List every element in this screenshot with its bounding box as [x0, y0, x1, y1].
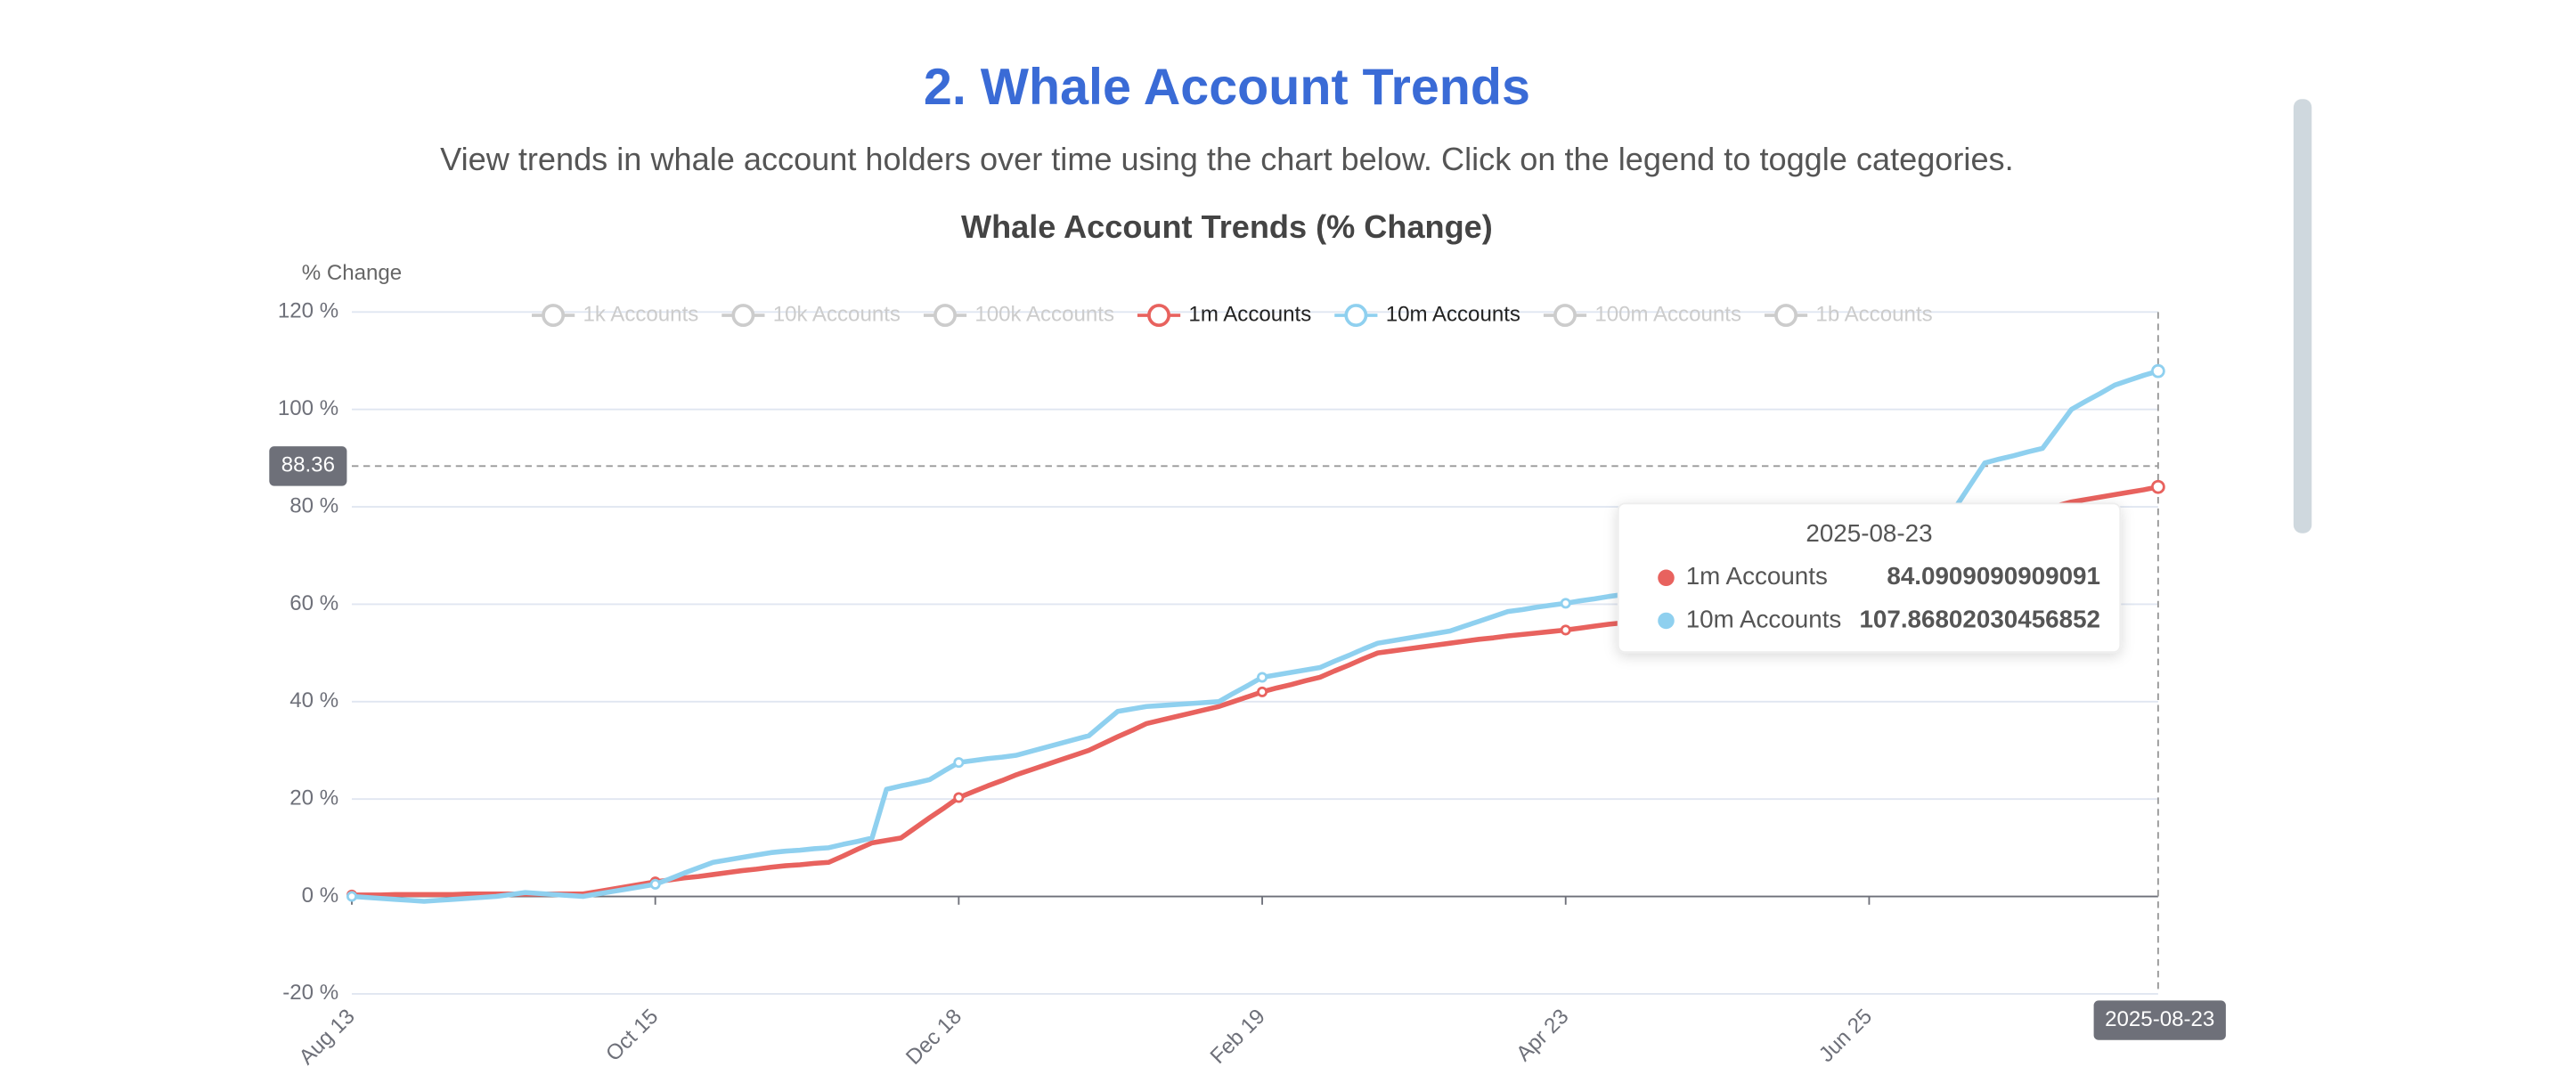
x-tick-label: Apr 23	[1512, 1005, 1573, 1066]
x-tick-label: Aug 13	[295, 1005, 360, 1070]
x-pointer-label-box	[2093, 1000, 2226, 1040]
legend-item[interactable]: 100m Accounts	[1543, 302, 1741, 328]
y-tick-label: 40 %	[289, 688, 338, 712]
point	[2151, 363, 2165, 379]
legend-item[interactable]: 100k Accounts	[923, 302, 1114, 328]
legend-item[interactable]: 10k Accounts	[721, 302, 901, 328]
y-tick-label: 100 %	[278, 396, 338, 420]
legend-label: 100m Accounts	[1594, 302, 1741, 326]
legend-item[interactable]: 1k Accounts	[532, 302, 698, 328]
tooltip-series: 10m Accounts	[1686, 605, 1842, 632]
x-tick-label: Oct 15	[601, 1005, 663, 1066]
tooltip-value: 84.0909090909091	[1887, 562, 2100, 590]
point	[346, 891, 357, 902]
x-tick-label: Dec 18	[901, 1005, 966, 1070]
tooltip-dot	[1658, 569, 1675, 587]
legend-label: 10k Accounts	[773, 302, 901, 326]
point	[649, 878, 661, 890]
point	[1560, 598, 1571, 609]
legend-label: 1m Accounts	[1188, 302, 1311, 326]
point	[953, 792, 965, 803]
y-tick-label: -20 %	[282, 981, 338, 1005]
y-pointer-label: 88.36	[281, 453, 335, 477]
y-tick-label: 20 %	[289, 786, 338, 810]
y-pointer-label-box	[269, 446, 347, 486]
legend-marker	[731, 304, 755, 328]
legend-marker	[1344, 304, 1368, 328]
y-tick-label: 120 %	[278, 299, 338, 323]
y-axis-title: % Change	[302, 261, 402, 285]
legend-marker	[1774, 304, 1798, 328]
x-tick-label: Feb 19	[1206, 1005, 1270, 1069]
tooltip-dot	[1658, 612, 1675, 630]
legend-label: 10m Accounts	[1386, 302, 1520, 326]
y-tick-label: 0 %	[302, 884, 338, 908]
point	[1257, 686, 1268, 697]
legend-item[interactable]: 10m Accounts	[1334, 302, 1520, 328]
legend-marker	[933, 304, 958, 328]
page-title: 2. Whale Account Trends	[924, 59, 1530, 116]
scrollbar[interactable]	[2293, 99, 2312, 533]
legend-item[interactable]: 1m Accounts	[1137, 302, 1311, 328]
y-tick-label: 80 %	[289, 493, 338, 517]
legend-label: 1b Accounts	[1815, 302, 1932, 326]
tooltip-value: 107.86802030456852	[1859, 605, 2100, 632]
point	[953, 757, 965, 769]
legend-item[interactable]: 1b Accounts	[1764, 302, 1933, 328]
tooltip-series: 1m Accounts	[1686, 562, 1828, 590]
tooltip-date: 2025-08-23	[1806, 519, 1932, 547]
x-tick-label: Jun 25	[1814, 1005, 1877, 1067]
legend-marker	[1147, 304, 1171, 328]
chart-title: Whale Account Trends (% Change)	[961, 208, 1493, 245]
y-tick-label: 60 %	[289, 591, 338, 615]
tooltip: 2025-08-23 1m Accounts 84.0909090909091 10m…	[1617, 502, 2122, 654]
legend-marker	[542, 304, 566, 328]
legend-marker	[1553, 304, 1577, 328]
page-subtitle: View trends in whale account holders ove…	[440, 141, 2013, 177]
point	[2151, 479, 2165, 494]
point	[1560, 624, 1571, 636]
tooltip-box	[1617, 502, 2122, 654]
x-pointer-label: 2025-08-23	[2105, 1007, 2214, 1031]
legend-label: 1k Accounts	[583, 302, 698, 326]
point	[1257, 672, 1268, 683]
legend-label: 100k Accounts	[974, 302, 1114, 326]
